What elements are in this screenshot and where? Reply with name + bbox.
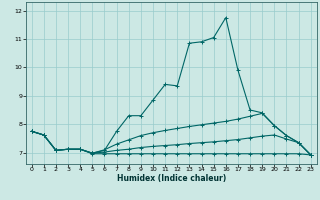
X-axis label: Humidex (Indice chaleur): Humidex (Indice chaleur): [116, 174, 226, 183]
